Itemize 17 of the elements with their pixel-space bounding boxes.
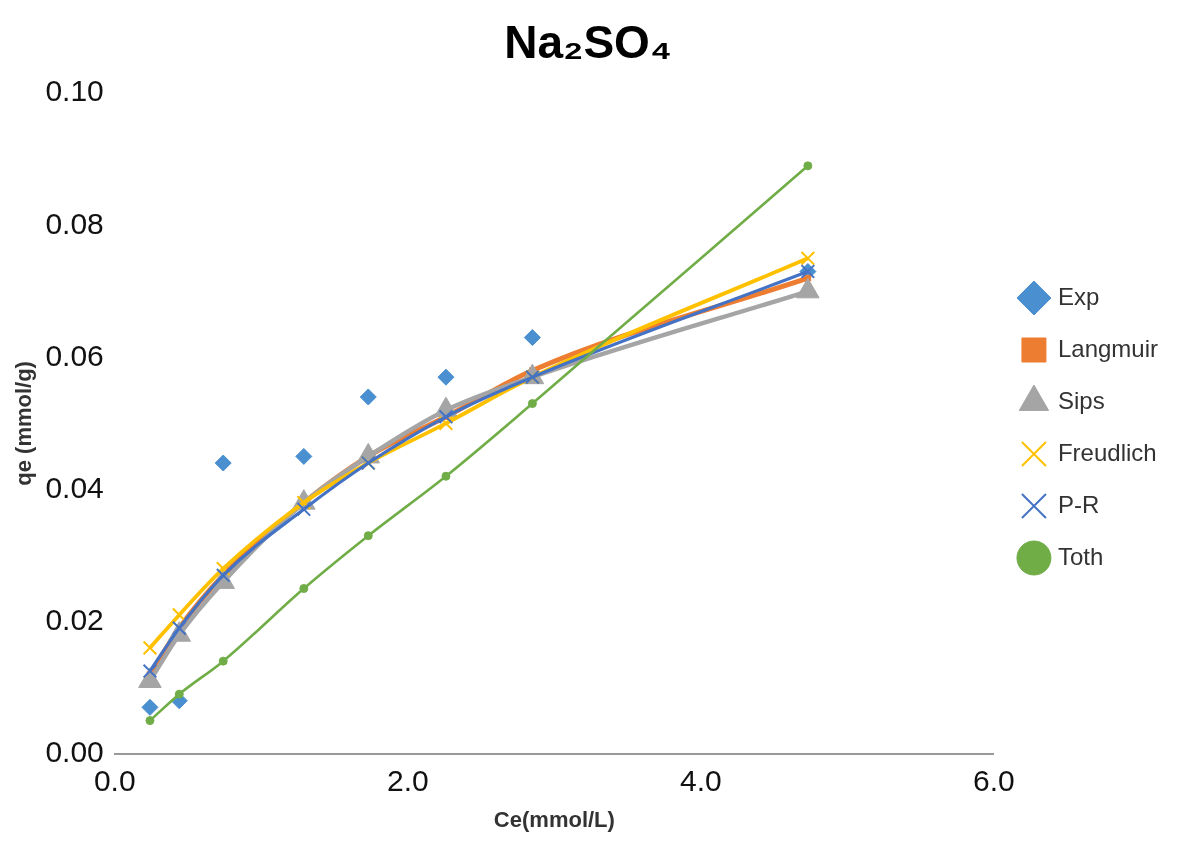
legend-label: Freudlich [1057, 438, 1157, 466]
y-axis-title: qe (mmol/g) [11, 361, 37, 486]
legend-label: Toth [1057, 542, 1104, 570]
y-tick-label: 0.02 [45, 602, 104, 636]
y-tick-label: 0.04 [45, 470, 104, 504]
y-tick-label: 0.10 [45, 74, 104, 108]
legend-label: Exp [1057, 282, 1100, 310]
x-tick-label: 6.0 [973, 763, 1015, 797]
legend-label: Langmuir [1057, 334, 1159, 362]
legend-label: P-R [1057, 490, 1100, 518]
x-tick-label: 2.0 [386, 763, 429, 797]
legend-label: Sips [1057, 386, 1105, 414]
x-axis-title: Ce(mmol/L) [493, 806, 615, 832]
chart-title: Na₂SO₄ [504, 16, 672, 69]
x-tick-label: 4.0 [680, 763, 722, 797]
y-tick-label: 0.06 [45, 338, 104, 372]
y-tick-label: 0.08 [45, 206, 104, 240]
